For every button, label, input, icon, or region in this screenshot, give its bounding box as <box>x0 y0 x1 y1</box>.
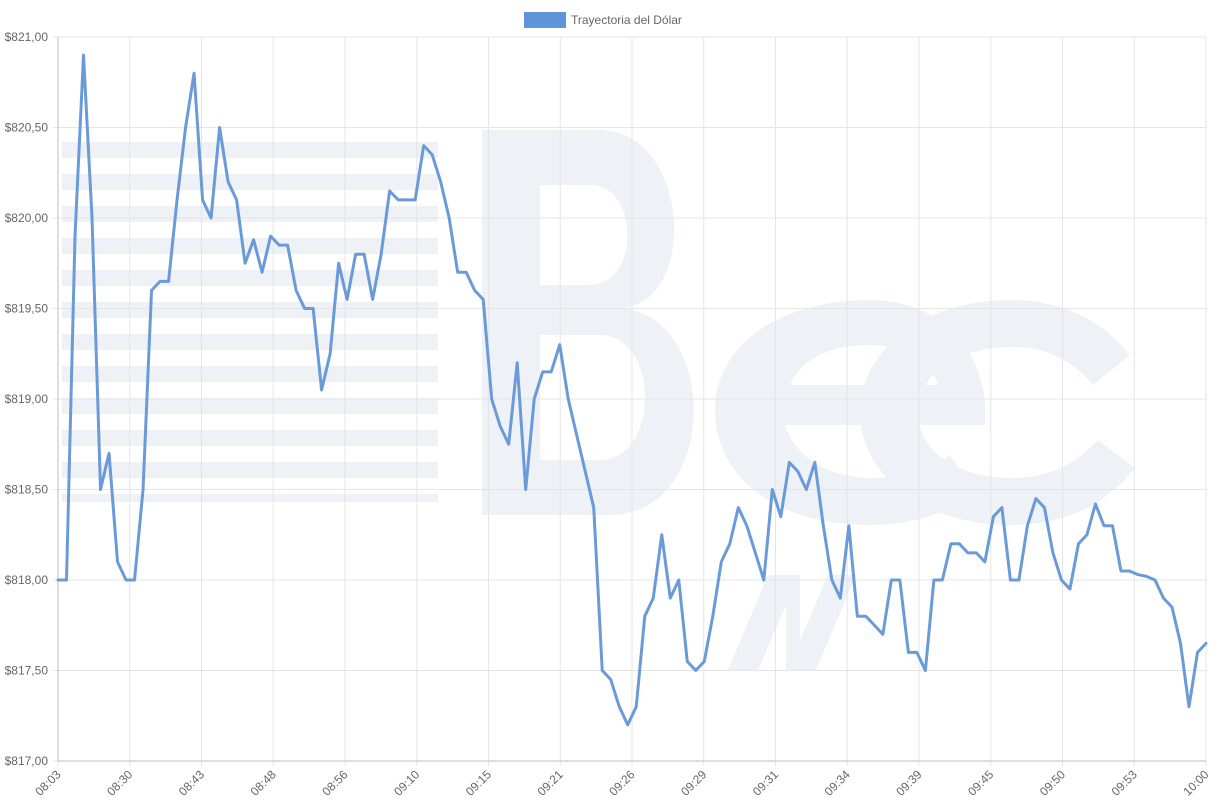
y-gridlines <box>53 36 1206 762</box>
x-tick-label: 08:43 <box>176 767 207 798</box>
x-tick-label: 09:53 <box>1109 767 1140 798</box>
x-tick-label: 09:29 <box>678 767 709 798</box>
watermark-nasdaq-mark <box>728 575 856 670</box>
y-axis-ticks: $821,00 $820,50 $820,00 $819,50 $819,00 $818,… <box>5 30 49 768</box>
x-tick-label: 09:45 <box>965 767 996 798</box>
x-axis-ticks: 08:03 08:30 08:43 08:48 08:56 09:10 09:15 09:21… <box>32 767 1211 798</box>
y-tick-label: $820,50 <box>5 121 49 135</box>
y-tick-label: $818,50 <box>5 483 49 497</box>
y-tick-label: $818,00 <box>5 573 49 587</box>
series-line-dolar <box>56 53 1208 727</box>
y-tick-label: $817,50 <box>5 664 49 678</box>
x-tick-label: 08:30 <box>104 767 135 798</box>
y-tick-label: $817,00 <box>5 754 49 768</box>
x-tick-label: 09:10 <box>391 767 422 798</box>
x-tick-label: 08:03 <box>32 767 63 798</box>
x-tick-label: 09:26 <box>606 767 637 798</box>
x-tick-label: 09:39 <box>893 767 924 798</box>
x-tick-label: 08:56 <box>319 767 350 798</box>
x-tick-label: 09:15 <box>463 767 494 798</box>
x-tick-label: 08:48 <box>248 767 279 798</box>
y-tick-label: $819,50 <box>5 302 49 316</box>
x-tick-label: 10:00 <box>1180 767 1211 798</box>
watermark-letter-c <box>860 300 1135 525</box>
watermark-letter-b <box>482 130 694 515</box>
legend-swatch[interactable] <box>524 12 566 28</box>
x-tick-label: 09:31 <box>750 767 781 798</box>
legend[interactable]: Trayectoria del Dólar <box>524 12 682 28</box>
x-tick-label: 09:50 <box>1037 767 1068 798</box>
x-tick-label: 09:34 <box>822 767 853 798</box>
legend-label[interactable]: Trayectoria del Dólar <box>571 13 682 27</box>
x-tick-label: 09:21 <box>535 767 566 798</box>
y-tick-label: $820,00 <box>5 211 49 225</box>
y-tick-label: $819,00 <box>5 392 49 406</box>
watermark-stripes <box>62 142 438 502</box>
x-gridlines <box>57 37 1207 766</box>
y-tick-label: $821,00 <box>5 30 49 44</box>
